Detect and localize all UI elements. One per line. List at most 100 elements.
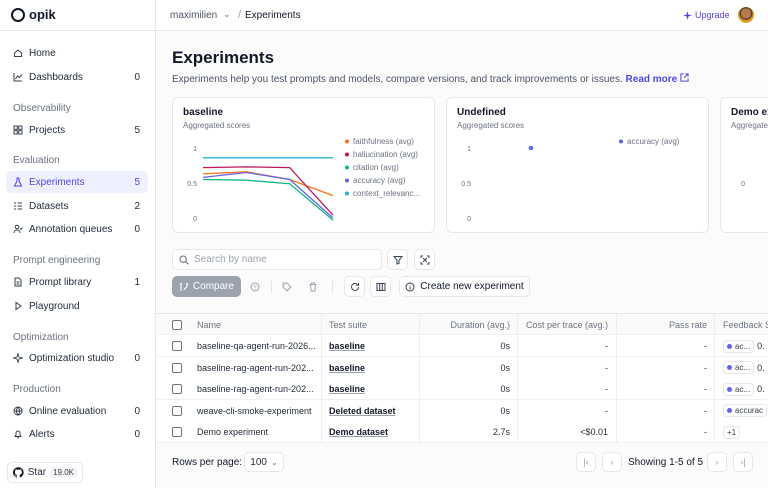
page-title: Experiments [172, 48, 275, 67]
feedback-chip[interactable]: ac... [723, 361, 755, 375]
sidebar-item-annotation-queues[interactable]: Annotation queues 0 [6, 218, 148, 240]
feedback-chip[interactable]: ac... [723, 382, 755, 396]
row-select-cell[interactable] [172, 378, 186, 400]
prev-page-button[interactable]: ‹ [602, 452, 622, 472]
avatar[interactable] [738, 7, 754, 23]
table-row[interactable]: baseline-rag-agent-run-202... baseline 0s -… [156, 378, 768, 401]
column-header-cost[interactable]: Cost per trace (avg.) [525, 320, 608, 330]
create-experiment-button[interactable]: Create new experiment [399, 276, 530, 297]
sidebar-item-online-evaluation[interactable]: Online evaluation 0 [6, 400, 148, 422]
tag-button[interactable] [276, 276, 297, 297]
columns-button[interactable] [370, 276, 391, 297]
row-checkbox[interactable] [172, 405, 182, 416]
search-input[interactable] [194, 254, 374, 265]
sidebar-item-dashboards[interactable]: Dashboards 0 [6, 66, 148, 88]
cell-suite[interactable]: baseline [329, 357, 417, 379]
cell-feedback[interactable]: accurac [723, 400, 768, 422]
cell-suite[interactable]: Deleted dataset [329, 400, 417, 422]
feedback-value: 0. [757, 384, 765, 395]
cell-feedback[interactable]: ac... 0. [723, 357, 768, 379]
first-page-button[interactable]: |‹ [576, 452, 596, 472]
github-star-button[interactable]: Star 19.0K [7, 462, 83, 483]
legend-label: accuracy (avg) [353, 176, 406, 185]
chart-card-undefined[interactable]: Undefined Aggregated scores 1 0.5 0 accurac… [446, 97, 709, 233]
test-suite-link[interactable]: baseline [329, 384, 366, 395]
test-suite-link[interactable]: baseline [329, 362, 366, 373]
breadcrumb-workspace[interactable]: maximilien [170, 10, 218, 21]
read-more-link[interactable]: Read more [626, 73, 689, 85]
row-select-cell[interactable] [172, 400, 186, 422]
sidebar-item-home[interactable]: Home [6, 42, 148, 64]
demo-chart: 0 [741, 181, 745, 188]
filter-button[interactable] [387, 249, 408, 270]
select-all-cell[interactable] [172, 314, 186, 336]
cell-feedback[interactable]: ac... 0. [723, 378, 768, 400]
logo-icon [11, 7, 25, 22]
rows-per-page-select[interactable]: 100 ⌄ [244, 452, 284, 472]
row-checkbox[interactable] [172, 427, 182, 438]
sidebar-item-alerts[interactable]: Alerts 0 [6, 423, 148, 445]
info-icon [405, 282, 415, 291]
table-row[interactable]: baseline-qa-agent-run-2026... baseline 0s -… [156, 335, 768, 357]
row-select-cell[interactable] [172, 335, 186, 357]
column-divider [616, 335, 617, 357]
cell-suite[interactable]: Demo dataset [329, 421, 417, 443]
cell-feedback[interactable]: ac... 0. [723, 335, 768, 357]
cell-feedback[interactable]: +1 [723, 421, 768, 443]
sidebar-item-playground[interactable]: Playground [6, 295, 148, 317]
column-header-name[interactable]: Name [197, 320, 222, 330]
row-checkbox[interactable] [172, 384, 182, 395]
sidebar-item-prompt-library[interactable]: Prompt library 1 [6, 271, 148, 293]
legend-label: accuracy (avg) [627, 137, 680, 146]
test-suite-link[interactable]: baseline [329, 341, 366, 351]
delete-button[interactable] [302, 276, 323, 297]
column-divider [517, 335, 518, 357]
refresh-button[interactable] [344, 276, 365, 297]
sidebar-item-projects[interactable]: Projects 5 [6, 119, 148, 141]
feedback-chip[interactable]: ac... [723, 339, 755, 353]
column-header-suite[interactable]: Test suite [329, 320, 368, 330]
column-header-feedback[interactable]: Feedback S [723, 320, 768, 330]
row-select-cell[interactable] [172, 421, 186, 443]
column-header-duration[interactable]: Duration (avg.) [450, 320, 510, 330]
cell-text: baseline-rag-agent-run-202... [197, 384, 314, 395]
search-box[interactable] [172, 249, 382, 270]
compare-button[interactable]: Compare [172, 276, 241, 297]
table-row[interactable]: weave-cli-smoke-experiment Deleted datase… [156, 399, 768, 422]
column-header-pass-rate[interactable]: Pass rate [668, 320, 707, 330]
sidebar-item-optimization-studio[interactable]: Optimization studio 0 [6, 347, 148, 369]
cell-suite[interactable]: baseline [329, 335, 417, 357]
next-page-button[interactable]: › [707, 452, 727, 472]
clear-filters-button[interactable] [414, 249, 435, 270]
cell-duration: 0s [419, 335, 510, 357]
chevron-down-icon[interactable]: ⌄ [223, 9, 231, 19]
upgrade-button[interactable]: Upgrade [683, 10, 730, 20]
chart-card-baseline[interactable]: baseline Aggregated scores 1 0.5 0 faithful… [172, 97, 435, 233]
test-suite-link[interactable]: Demo dataset [329, 427, 389, 438]
test-suite-link[interactable]: Deleted dataset [329, 405, 396, 416]
feedback-chip[interactable]: +1 [723, 425, 741, 439]
cell-text: baseline-qa-agent-run-2026... [197, 341, 316, 351]
row-select-cell[interactable] [172, 357, 186, 379]
select-all-checkbox[interactable] [172, 320, 182, 330]
help-button[interactable]: ? [244, 276, 265, 297]
flask-icon [13, 177, 23, 187]
column-divider [321, 378, 322, 401]
row-checkbox[interactable] [172, 362, 182, 373]
table-row[interactable]: baseline-rag-agent-run-202... baseline 0s -… [156, 356, 768, 379]
row-checkbox[interactable] [172, 341, 182, 351]
table-row[interactable]: Demo experiment Demo dataset 2.7s <$0.01 - +1 [156, 421, 768, 444]
column-divider [321, 314, 322, 336]
cell-pass: - [616, 335, 707, 357]
sidebar-item-experiments[interactable]: Experiments 5 [6, 171, 148, 193]
column-divider [419, 399, 420, 422]
sidebar-item-datasets[interactable]: Datasets 2 [6, 195, 148, 217]
cell-suite[interactable]: baseline [329, 378, 417, 400]
chart-card-demo[interactable]: Demo experiment Aggregated scores 0 [720, 97, 768, 233]
last-page-button[interactable]: ›| [733, 452, 753, 472]
card-title: Undefined [457, 107, 506, 118]
app-logo[interactable]: opik [11, 7, 56, 22]
sidebar-item-label: Alerts [29, 428, 55, 440]
feedback-chip[interactable]: accurac [723, 404, 768, 418]
column-divider [321, 421, 322, 444]
